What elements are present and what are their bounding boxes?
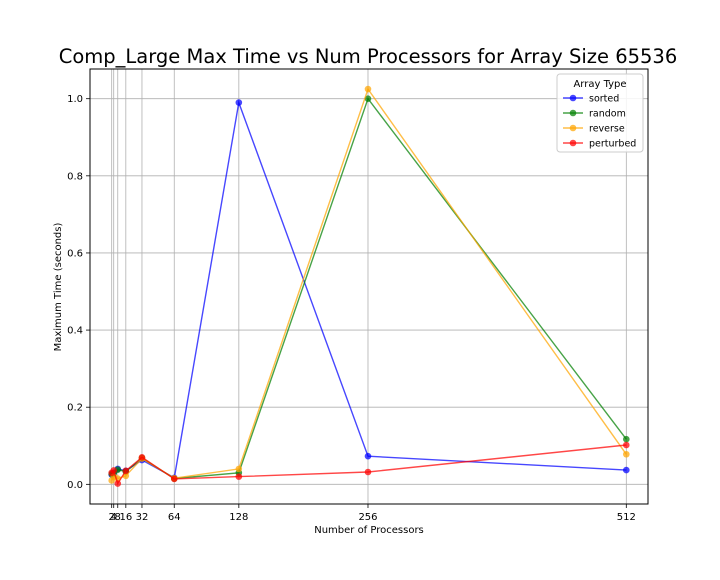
series-line-perturbed [111, 444, 627, 486]
legend-box [556, 73, 644, 153]
data-point-random [364, 95, 372, 102]
y-axis-label: Maximum Time (seconds) [53, 223, 64, 352]
legend-label-perturbed: perturbed [589, 139, 636, 150]
data-point-perturbed [110, 467, 118, 474]
data-point-perturbed [138, 454, 146, 461]
data-point-sorted [235, 99, 243, 106]
data-point-reverse [623, 450, 630, 458]
y-tick-label: 0.8 [67, 171, 83, 182]
y-tick-label: 0.2 [67, 403, 83, 414]
legend-label-reverse: reverse [589, 124, 625, 135]
y-axis-ticks: 0.0 0.2 0.4 0.6 0.8 1.0 [67, 94, 90, 491]
data-point-reverse [364, 85, 372, 93]
x-tick-label: 2 [109, 512, 115, 523]
x-axis-label: Number of Processors [314, 525, 424, 536]
series-reverse [108, 85, 630, 484]
data-point-random [623, 435, 630, 443]
series-lines [108, 85, 630, 487]
series-sorted [108, 99, 630, 482]
data-point-perturbed [235, 473, 243, 480]
x-tick-label: 512 [617, 512, 636, 523]
data-point-perturbed [114, 480, 122, 487]
y-tick-label: 0.4 [67, 326, 83, 337]
legend: Array Type sorted random reverse perturbed [556, 73, 644, 153]
y-tick-label: 0.6 [67, 248, 83, 259]
plot-frame [89, 68, 649, 505]
series-line-reverse [111, 87, 627, 481]
data-point-sorted [364, 452, 372, 460]
data-point-reverse [235, 465, 243, 473]
y-tick-label: 1.0 [67, 94, 83, 105]
legend-marker-reverse [569, 124, 577, 132]
legend-marker-random [569, 109, 577, 117]
x-tick-label: 64 [168, 512, 181, 523]
x-tick-label: 4 [111, 512, 117, 523]
x-tick-label: 16 [119, 512, 132, 523]
data-point-perturbed [364, 468, 372, 476]
grid-lines [90, 69, 648, 504]
data-point-perturbed [623, 441, 630, 449]
data-point-perturbed [170, 475, 178, 483]
legend-marker-perturbed [569, 139, 577, 147]
legend-items: sorted random reverse perturbed [563, 94, 636, 150]
x-tick-label: 256 [358, 512, 377, 523]
legend-title: Array Type [573, 79, 626, 90]
x-tick-label: 32 [136, 512, 149, 523]
x-tick-label: 128 [229, 512, 248, 523]
legend-label-sorted: sorted [589, 94, 619, 105]
series-line-sorted [111, 99, 627, 479]
data-point-sorted [623, 466, 630, 474]
series-perturbed [108, 441, 630, 487]
legend-marker-sorted [569, 94, 577, 102]
legend-label-random: random [589, 109, 626, 120]
series-line-random [111, 97, 627, 480]
data-point-perturbed [122, 467, 130, 475]
x-tick-label: 8 [115, 512, 121, 523]
chart-title: Comp_Large Max Time vs Num Processors fo… [59, 45, 677, 68]
series-random [108, 95, 630, 482]
y-tick-label: 0.0 [67, 480, 83, 491]
